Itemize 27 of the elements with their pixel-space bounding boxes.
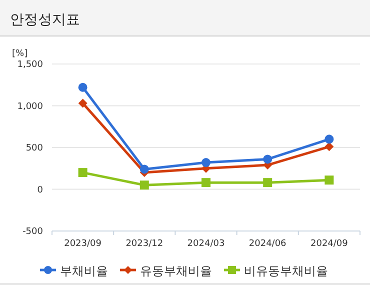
point — [140, 180, 149, 190]
x-tick-label: 2024/06 — [248, 239, 287, 249]
point — [202, 158, 210, 168]
chart-title: 안정성지표 — [10, 12, 80, 28]
y-tick-label: 1,500 — [17, 60, 44, 70]
legend-label: 유동부채비율 — [140, 264, 212, 278]
legend-label: 비유동부채비율 — [244, 264, 328, 278]
point — [202, 178, 210, 188]
x-tick-label: 2023/12 — [126, 239, 164, 249]
legend-label: 부채비율 — [60, 264, 108, 278]
point — [78, 82, 88, 92]
x-tick-label: 2023/09 — [64, 239, 102, 249]
point — [263, 178, 272, 188]
y-tick-label: 0 — [37, 185, 44, 196]
point — [140, 164, 149, 174]
y-axis-title: [%] — [12, 49, 28, 59]
point — [324, 142, 334, 152]
x-tick-label: 2024/09 — [310, 239, 348, 249]
point — [78, 168, 88, 178]
y-tick-label: 500 — [26, 144, 44, 154]
point — [263, 154, 272, 164]
x-tick-label: 2024/03 — [187, 239, 225, 249]
point — [324, 134, 334, 144]
y-tick-label: 1,000 — [17, 102, 44, 112]
point — [324, 176, 334, 185]
point — [78, 98, 88, 108]
y-tick-label: -500 — [22, 227, 44, 237]
